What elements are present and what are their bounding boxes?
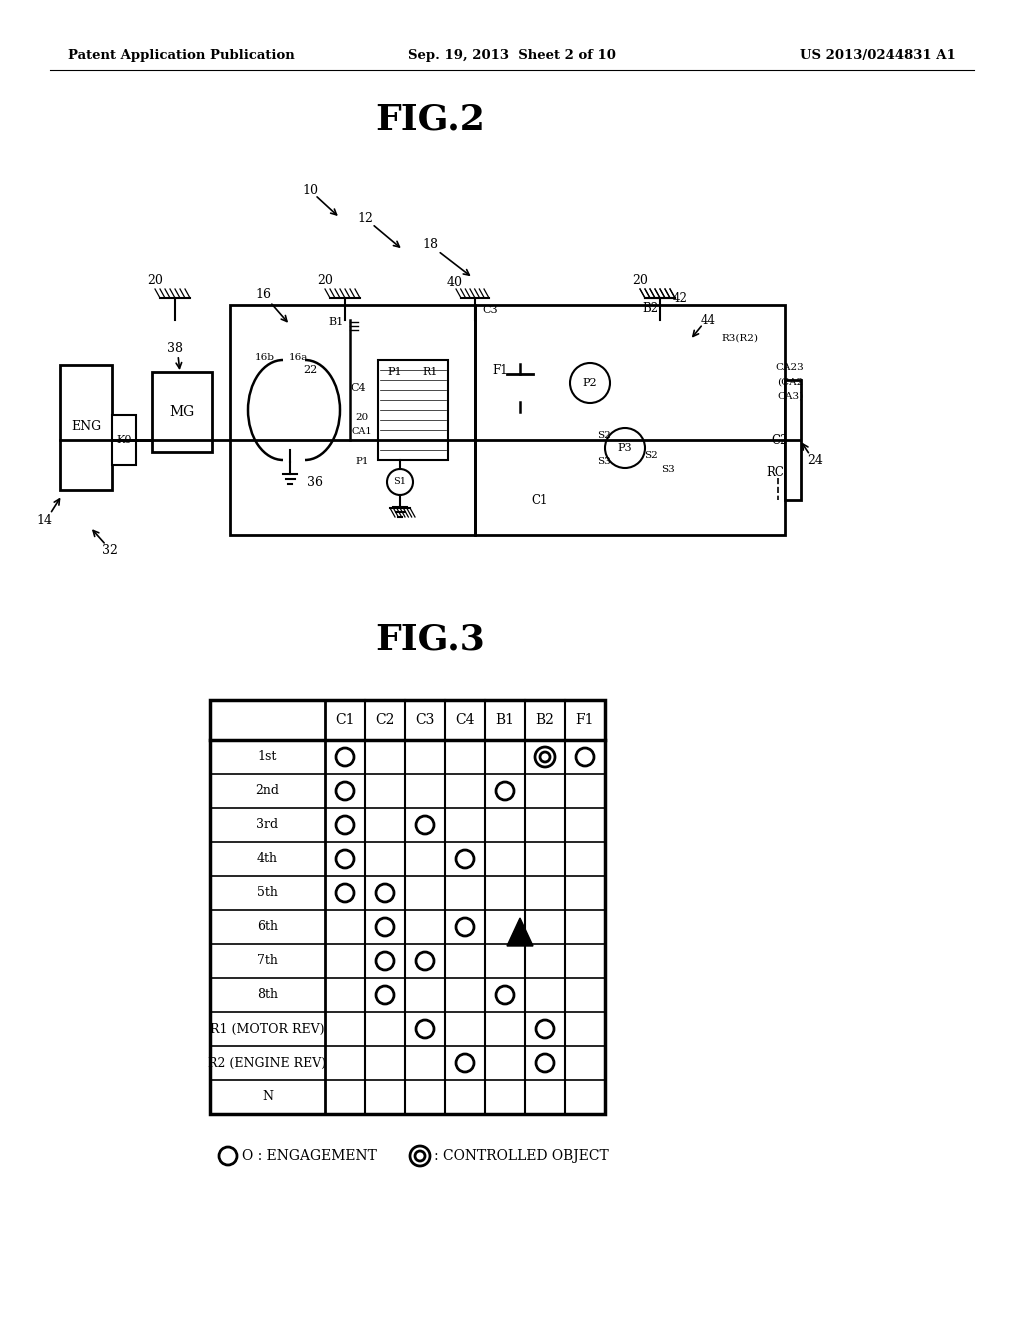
Text: 40: 40	[447, 276, 463, 289]
Text: S1: S1	[393, 478, 407, 487]
Text: RC: RC	[766, 466, 784, 479]
Text: 7th: 7th	[257, 954, 278, 968]
Text: 16a: 16a	[289, 354, 307, 363]
Text: 16: 16	[255, 289, 271, 301]
Text: R1: R1	[422, 367, 437, 378]
Text: O : ENGAGEMENT: O : ENGAGEMENT	[242, 1148, 377, 1163]
Text: C2: C2	[376, 713, 394, 727]
Text: R1 (MOTOR REV): R1 (MOTOR REV)	[210, 1023, 325, 1035]
Text: 1st: 1st	[258, 751, 278, 763]
Text: C2: C2	[772, 433, 788, 446]
Text: P2: P2	[583, 378, 597, 388]
Text: B1: B1	[329, 317, 344, 327]
Text: 12: 12	[357, 211, 373, 224]
Text: 4th: 4th	[257, 853, 278, 866]
Text: (CA2: (CA2	[777, 378, 803, 387]
Text: 20: 20	[355, 413, 369, 422]
Bar	[60, 366, 112, 490]
Text: US 2013/0244831 A1: US 2013/0244831 A1	[800, 49, 956, 62]
Text: B2: B2	[642, 301, 658, 314]
Polygon shape	[507, 917, 534, 946]
Text: CA1: CA1	[351, 428, 373, 437]
Text: ENG: ENG	[71, 421, 101, 433]
Text: N: N	[262, 1090, 273, 1104]
Text: 6th: 6th	[257, 920, 278, 933]
Text: 22: 22	[303, 366, 317, 375]
Text: S3: S3	[597, 458, 611, 466]
Bar	[230, 305, 475, 535]
Text: : CONTROLLED OBJECT: : CONTROLLED OBJECT	[434, 1148, 608, 1163]
Bar	[475, 305, 785, 535]
Text: R2 (ENGINE REV): R2 (ENGINE REV)	[209, 1056, 327, 1069]
Text: P1: P1	[355, 458, 369, 466]
Text: CA3): CA3)	[777, 392, 803, 400]
Bar	[785, 380, 801, 500]
Text: 32: 32	[102, 544, 118, 557]
Text: 2nd: 2nd	[256, 784, 280, 797]
Text: 16b: 16b	[255, 354, 275, 363]
Bar	[378, 360, 449, 459]
Text: Sep. 19, 2013  Sheet 2 of 10: Sep. 19, 2013 Sheet 2 of 10	[408, 49, 616, 62]
Text: 3rd: 3rd	[256, 818, 279, 832]
Text: 38: 38	[167, 342, 183, 355]
Text: 36: 36	[307, 475, 323, 488]
Text: C3: C3	[482, 305, 498, 315]
Text: 44: 44	[700, 314, 716, 326]
Bar	[112, 414, 136, 465]
Text: 5th: 5th	[257, 887, 278, 899]
Text: C3: C3	[416, 713, 434, 727]
Text: 20: 20	[317, 273, 333, 286]
Text: C1: C1	[531, 494, 548, 507]
Text: FIG.3: FIG.3	[375, 623, 485, 657]
Text: C4: C4	[456, 713, 475, 727]
Text: S2: S2	[597, 430, 611, 440]
Text: K0: K0	[117, 436, 132, 445]
Text: 42: 42	[673, 292, 687, 305]
Text: MG: MG	[169, 405, 195, 418]
Text: 24: 24	[807, 454, 823, 466]
Text: C4: C4	[350, 383, 366, 393]
Text: B2: B2	[536, 713, 554, 727]
Text: 20: 20	[632, 273, 648, 286]
Bar	[210, 700, 605, 1114]
Text: B1: B1	[496, 713, 514, 727]
Bar	[152, 372, 212, 451]
Text: 8th: 8th	[257, 989, 278, 1002]
Text: C1: C1	[335, 713, 354, 727]
Text: CA23: CA23	[775, 363, 805, 372]
Text: F1: F1	[575, 713, 594, 727]
Text: S2: S2	[644, 450, 657, 459]
Text: R3(R2): R3(R2)	[722, 334, 759, 342]
Text: Patent Application Publication: Patent Application Publication	[68, 49, 295, 62]
Text: F1: F1	[493, 363, 508, 376]
Text: S3: S3	[662, 466, 675, 474]
Text: 20: 20	[147, 273, 163, 286]
Text: 14: 14	[36, 513, 52, 527]
Text: 18: 18	[422, 239, 438, 252]
Text: P3: P3	[617, 444, 632, 453]
Text: P1: P1	[388, 367, 402, 378]
Text: 10: 10	[302, 183, 318, 197]
Text: FIG.2: FIG.2	[375, 103, 485, 137]
